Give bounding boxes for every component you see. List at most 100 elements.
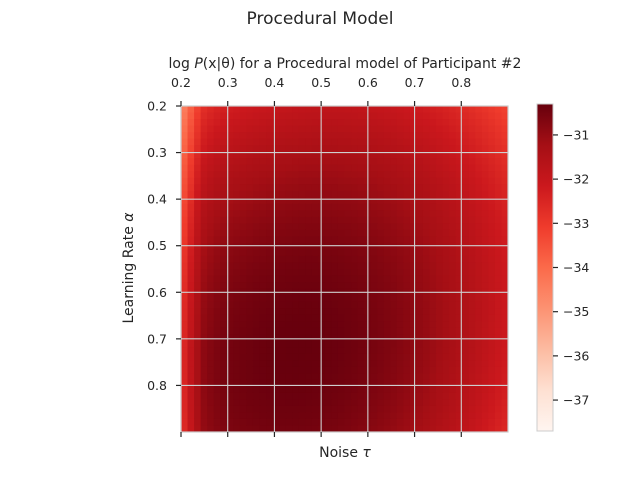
heatmap-cell <box>436 125 444 133</box>
heatmap-cell <box>403 119 411 127</box>
heatmap-cell <box>436 106 444 114</box>
heatmap-cell <box>344 353 352 361</box>
heatmap-cell <box>213 418 221 427</box>
heatmap-cell <box>298 353 306 361</box>
heatmap-cell <box>246 223 254 231</box>
heatmap-cell <box>233 360 241 368</box>
heatmap-cell <box>207 366 215 374</box>
heatmap-cell <box>436 282 444 290</box>
heatmap-cell <box>429 321 437 329</box>
heatmap-cell <box>207 229 215 237</box>
heatmap-cell <box>292 210 300 218</box>
heatmap-cell <box>449 210 457 218</box>
heatmap-cell <box>285 360 293 368</box>
heatmap-cell <box>207 151 215 159</box>
heatmap-cell <box>416 418 424 427</box>
x-tick-label: 0.6 <box>358 75 378 90</box>
heatmap-cell <box>292 327 300 335</box>
heatmap-cell <box>181 314 189 322</box>
heatmap-cell <box>442 327 450 335</box>
heatmap-cell <box>213 275 221 283</box>
heatmap-cell <box>311 379 319 387</box>
heatmap-cell <box>305 223 313 231</box>
heatmap-cell <box>233 334 241 342</box>
heatmap-cell <box>390 242 398 251</box>
heatmap-cell <box>436 392 444 400</box>
heatmap-cell <box>501 132 508 140</box>
heatmap-cell <box>305 145 313 153</box>
heatmap-cell <box>416 373 424 381</box>
heatmap-cell <box>311 249 319 257</box>
heatmap-cell <box>213 171 221 179</box>
heatmap-cell <box>279 210 287 218</box>
heatmap-cell <box>324 223 333 231</box>
heatmap-cell <box>331 340 339 348</box>
heatmap-cell <box>357 216 365 224</box>
heatmap-cell <box>429 229 437 237</box>
heatmap-cell <box>305 171 313 179</box>
heatmap-cell <box>488 197 496 205</box>
heatmap-cell <box>442 340 450 348</box>
heatmap-cell <box>207 112 215 120</box>
heatmap-cell <box>252 106 261 114</box>
heatmap-cell <box>357 171 365 179</box>
heatmap-cell <box>272 255 280 264</box>
heatmap-cell <box>422 138 431 146</box>
heatmap-cell <box>305 418 313 427</box>
heatmap-cell <box>252 379 261 387</box>
heatmap-cell <box>442 145 450 153</box>
heatmap-cell <box>488 314 496 322</box>
heatmap-cell <box>370 229 378 237</box>
heatmap-cell <box>396 334 404 342</box>
heatmap-cell <box>494 158 503 166</box>
heatmap-cell <box>194 119 202 127</box>
heatmap-cell <box>213 210 221 218</box>
heatmap-cell <box>292 158 300 166</box>
heatmap-cell <box>246 158 254 166</box>
heatmap-cell <box>436 353 444 361</box>
heatmap-cell <box>181 334 189 342</box>
heatmap-cell <box>422 177 431 185</box>
heatmap-cell <box>370 223 378 231</box>
heatmap-cell <box>213 386 221 394</box>
heatmap-cell <box>377 236 385 244</box>
heatmap-cell <box>351 334 359 342</box>
heatmap-cell <box>442 392 450 400</box>
heatmap-cell <box>357 301 365 309</box>
heatmap-cell <box>305 255 313 264</box>
heatmap-cell <box>481 392 489 400</box>
heatmap-cell <box>272 399 280 407</box>
heatmap-cell <box>488 190 496 198</box>
heatmap-cell <box>226 236 234 244</box>
heatmap-cell <box>357 392 365 400</box>
heatmap-cell <box>501 360 508 368</box>
heatmap-cell <box>220 412 228 420</box>
heatmap-cell <box>272 353 280 361</box>
heatmap-cell <box>272 412 280 420</box>
heatmap-cell <box>383 151 391 159</box>
heatmap-cell <box>266 334 274 342</box>
heatmap-cell <box>481 158 489 166</box>
heatmap-cell <box>292 334 300 342</box>
heatmap-cell <box>252 314 261 322</box>
heatmap-cell <box>318 112 326 120</box>
heatmap-cell <box>475 379 483 387</box>
heatmap-cell <box>396 190 404 198</box>
heatmap-cell <box>311 132 319 140</box>
y-axis-label-symbol: α <box>121 212 137 222</box>
heatmap-cell <box>501 197 508 205</box>
heatmap-cell <box>501 125 508 133</box>
heatmap-cell <box>266 366 274 374</box>
heatmap-cell <box>331 282 339 290</box>
heatmap-cell <box>298 190 306 198</box>
heatmap-cell <box>377 308 385 316</box>
heatmap-cell <box>292 197 300 205</box>
heatmap-cell <box>285 203 293 211</box>
heatmap-cell <box>377 216 385 224</box>
heatmap-cell <box>226 119 234 127</box>
heatmap-cell <box>449 229 457 237</box>
heatmap-cell <box>390 151 398 159</box>
heatmap-cell <box>429 327 437 335</box>
heatmap-cell <box>357 151 365 159</box>
heatmap-cell <box>194 210 202 218</box>
